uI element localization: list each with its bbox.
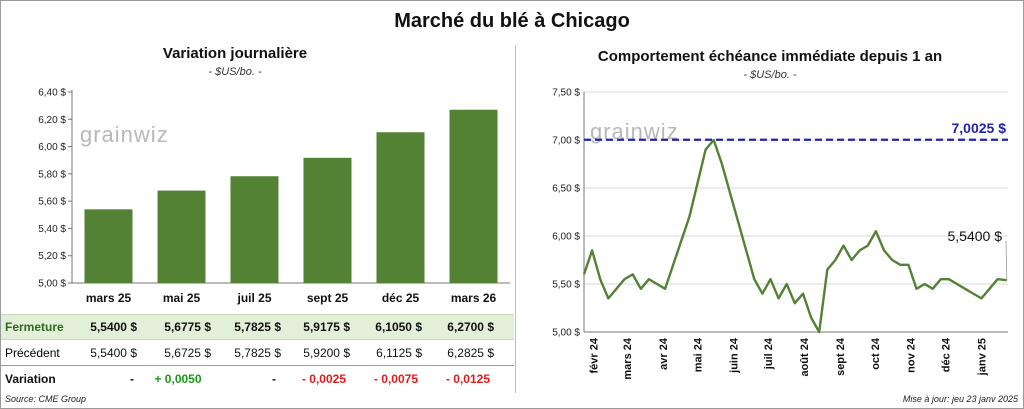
x-tick-label: sept 24 bbox=[835, 337, 847, 376]
x-tick-label: août 24 bbox=[799, 337, 811, 376]
y-tick-label: 5,60 $ bbox=[38, 197, 66, 208]
y-tick-label: 7,50 $ bbox=[552, 88, 580, 99]
y-tick-label: 5,50 $ bbox=[552, 280, 580, 291]
table-cell: 5,6775 $ bbox=[164, 320, 211, 334]
table-cell: 5,7825 $ bbox=[234, 320, 281, 334]
bar-chart: 5,00 $ 5,20 $ 5,40 $ 5,60 $ 5,80 $ 6,00 $ 6,20… bbox=[38, 88, 510, 305]
x-tick-label: nov 24 bbox=[906, 337, 918, 373]
watermark: grainwiz bbox=[80, 122, 169, 147]
row-label-fermeture: Fermeture bbox=[5, 320, 64, 334]
y-tick-label: 6,00 $ bbox=[552, 232, 580, 243]
table-cell: 5,7825 $ bbox=[234, 346, 281, 360]
y-tick-label: 6,40 $ bbox=[38, 88, 66, 99]
update-note: Mise à jour: jeu 23 janv 2025 bbox=[902, 394, 1018, 404]
table-cell: 5,6725 $ bbox=[164, 346, 211, 360]
bar bbox=[230, 176, 279, 283]
main-title: Marché du blé à Chicago bbox=[394, 10, 630, 32]
y-tick-label: 6,00 $ bbox=[38, 142, 66, 153]
line-chart: 5,00 $ 5,50 $ 6,00 $ 6,50 $ 7,00 $ 7,50 $ févr… bbox=[552, 88, 1008, 380]
table-cell: 5,9175 $ bbox=[303, 320, 350, 334]
row-label-variation: Variation bbox=[5, 372, 56, 386]
x-tick-label: janv 25 bbox=[976, 338, 988, 376]
x-tick-label: sept 25 bbox=[307, 291, 349, 305]
variation-cell: - 0,0025 bbox=[301, 372, 347, 386]
left-chart-unit: - $US/bo. - bbox=[208, 66, 262, 78]
bar bbox=[157, 190, 206, 283]
bar bbox=[84, 209, 133, 283]
y-tick-label: 6,50 $ bbox=[552, 184, 580, 195]
right-chart-unit: - $US/bo. - bbox=[743, 69, 797, 81]
y-tick-label: 5,40 $ bbox=[38, 224, 66, 235]
variation-cell: - bbox=[130, 372, 134, 386]
y-tick-label: 5,20 $ bbox=[38, 251, 66, 262]
x-tick-label: juil 24 bbox=[763, 337, 775, 370]
x-tick-label: juin 24 bbox=[728, 337, 740, 374]
table-cell: 6,1050 $ bbox=[375, 320, 422, 334]
reference-label: 7,0025 $ bbox=[952, 120, 1007, 136]
variation-cell: + 0,0050 bbox=[154, 372, 202, 386]
variation-cell: - 0,0075 bbox=[373, 372, 419, 386]
y-tick-label: 5,80 $ bbox=[38, 169, 66, 180]
row-label-precedent: Précédent bbox=[5, 346, 60, 360]
table-cell: 5,5400 $ bbox=[90, 346, 137, 360]
x-tick-label: déc 24 bbox=[940, 337, 952, 372]
table-cell: 6,2700 $ bbox=[447, 320, 494, 334]
table-row-fermeture: Fermeture 5,5400 $ 5,6775 $ 5,7825 $ 5,9… bbox=[1, 314, 514, 340]
table-row-variation: Variation - + 0,0050 - - 0,0025 - 0,0075… bbox=[1, 367, 514, 391]
y-tick-label: 5,00 $ bbox=[38, 279, 66, 290]
last-value-leader bbox=[1005, 240, 1008, 281]
y-tick-label: 7,00 $ bbox=[552, 136, 580, 147]
table-cell: 6,2825 $ bbox=[447, 346, 494, 360]
table-cell: 6,1125 $ bbox=[376, 346, 422, 360]
left-chart-title: Variation journalière bbox=[162, 45, 308, 62]
bar bbox=[376, 132, 425, 283]
table-cell: 5,5400 $ bbox=[90, 320, 137, 334]
table-cell: 5,9200 $ bbox=[303, 346, 350, 360]
x-tick-label: mars 26 bbox=[451, 291, 497, 305]
x-tick-label: mars 24 bbox=[622, 337, 634, 379]
bar bbox=[449, 109, 498, 283]
x-tick-label: mars 25 bbox=[86, 291, 132, 305]
x-tick-label: oct 24 bbox=[870, 337, 882, 370]
variation-cell: - bbox=[272, 372, 276, 386]
source-note: Source: CME Group bbox=[5, 394, 87, 404]
x-tick-label: mai 24 bbox=[693, 337, 705, 372]
table-row-precedent: Précédent 5,5400 $ 5,6725 $ 5,7825 $ 5,9… bbox=[1, 341, 514, 366]
x-tick-label: avr 24 bbox=[658, 337, 670, 370]
price-line bbox=[582, 138, 1007, 334]
last-value-label: 5,5400 $ bbox=[948, 228, 1003, 244]
bar bbox=[303, 157, 352, 283]
panel-divider bbox=[515, 45, 516, 393]
y-tick-label: 5,00 $ bbox=[552, 328, 580, 339]
x-tick-label: juil 25 bbox=[236, 291, 271, 305]
x-tick-label: déc 25 bbox=[382, 291, 420, 305]
variation-cell: - 0,0125 bbox=[445, 372, 491, 386]
right-chart-title: Comportement échéance immédiate depuis 1… bbox=[597, 48, 943, 65]
y-tick-label: 6,20 $ bbox=[38, 115, 66, 126]
x-tick-label: févr 24 bbox=[588, 337, 600, 373]
x-tick-label: mai 25 bbox=[163, 291, 201, 305]
